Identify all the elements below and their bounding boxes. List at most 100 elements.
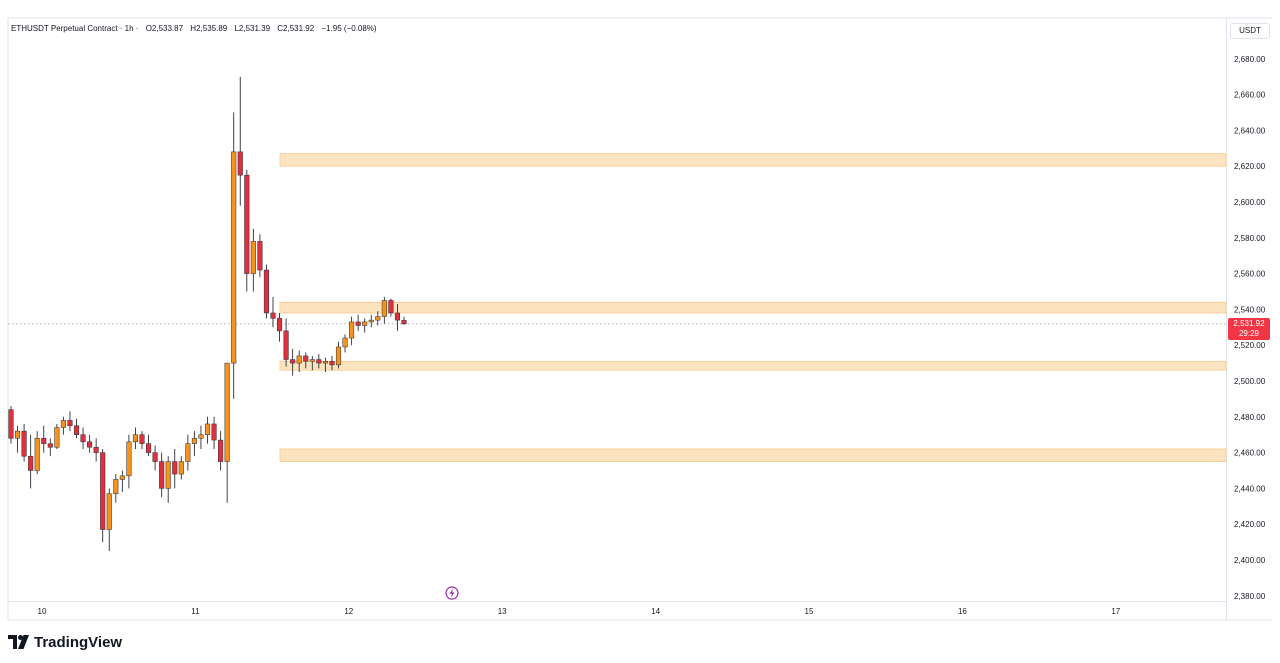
candle [80, 427, 86, 450]
last-price-tag: 2,531.92 29:29 [1228, 318, 1270, 340]
candle-body [296, 355, 302, 364]
time-axis[interactable]: 10 11 12 13 14 15 16 17 [38, 607, 1121, 616]
candle-body [368, 319, 374, 323]
price-tick-label: 2,660.00 [1234, 91, 1266, 100]
candle-body [388, 300, 394, 314]
candle-body [191, 438, 197, 444]
candle-body [8, 409, 14, 439]
price-tick-label: 2,380.00 [1234, 592, 1266, 601]
candle-body [47, 443, 53, 448]
candle-body [146, 443, 152, 453]
price-tick-label: 2,400.00 [1234, 556, 1266, 565]
candle-body [159, 461, 165, 489]
candle [165, 456, 171, 503]
candle [113, 474, 119, 503]
ohlc-legend: ETHUSDT Perpetual Contract · 1h · O2,533… [11, 24, 382, 33]
candle [244, 169, 250, 292]
candle [335, 341, 342, 369]
time-tick-label: 13 [498, 607, 507, 616]
candle [224, 362, 230, 503]
candle-body [67, 420, 73, 427]
candle [401, 316, 407, 325]
candle-body [113, 479, 119, 495]
candlestick-series [8, 76, 407, 552]
candle-body [309, 359, 315, 362]
zone-band-2[interactable] [279, 301, 1227, 314]
candle [316, 354, 322, 369]
candle [375, 311, 381, 326]
candle-body [178, 461, 184, 475]
candle [139, 431, 145, 450]
candle [263, 264, 269, 319]
price-tick-label: 2,500.00 [1234, 377, 1266, 386]
candle [355, 314, 361, 331]
candle [283, 318, 289, 367]
candle-body [28, 455, 34, 471]
legend-change: −1.95 (−0.08%) [321, 24, 377, 33]
candle [309, 355, 315, 371]
candle-body [80, 434, 86, 443]
candle [100, 449, 106, 543]
candle [93, 438, 99, 462]
candle [329, 355, 335, 371]
candle [211, 416, 217, 450]
time-tick-label: 16 [958, 607, 967, 616]
candle-body [342, 337, 348, 348]
candle-body [152, 452, 158, 462]
candle [368, 314, 374, 328]
candle-body [335, 346, 342, 366]
candle-body [132, 434, 138, 443]
candle-body [87, 441, 93, 448]
price-tick-label: 2,680.00 [1234, 55, 1266, 64]
time-tick-label: 12 [344, 607, 353, 616]
candle-body [119, 475, 125, 480]
candle [8, 406, 14, 444]
support-resistance-zones [279, 153, 1227, 462]
time-tick-label: 14 [651, 607, 660, 616]
candle-body [54, 427, 60, 448]
price-tick-label: 2,480.00 [1234, 413, 1266, 422]
zone-band-3[interactable] [279, 360, 1227, 371]
tradingview-wordmark: TradingView [34, 633, 123, 651]
price-tick-label: 2,620.00 [1234, 162, 1266, 171]
legend-close: C2,531.92 [277, 24, 315, 33]
time-tick-label: 10 [38, 607, 47, 616]
candle [381, 296, 387, 324]
price-tick-label: 2,520.00 [1234, 341, 1266, 350]
candle [237, 76, 243, 206]
candle [231, 112, 237, 399]
symbol-title[interactable]: ETHUSDT Perpetual Contract · 1h · [11, 24, 139, 33]
candle-body [401, 320, 407, 325]
candle [119, 470, 125, 492]
candle-body [93, 446, 99, 453]
tradingview-logo[interactable]: TradingView [8, 632, 122, 652]
currency-button[interactable]: USDT [1230, 23, 1270, 39]
last-price-value: 2,531.92 [1233, 319, 1265, 328]
zone-band-4[interactable] [279, 448, 1227, 462]
candle [47, 438, 53, 457]
legend-low: L2,531.39 [234, 24, 271, 33]
candle-body [237, 151, 243, 176]
time-tick-label: 15 [805, 607, 814, 616]
candle-body [60, 420, 66, 428]
candle-body [349, 321, 355, 339]
candle-body [106, 493, 112, 530]
price-axis[interactable]: 2,380.00 2,400.00 2,420.00 2,440.00 2,460.00… [1234, 55, 1266, 601]
candle [388, 298, 394, 317]
candle [132, 427, 138, 450]
candle-body [303, 355, 309, 362]
candle [106, 488, 112, 552]
candle-body [316, 359, 322, 364]
candle-body [218, 439, 224, 462]
lightning-icon[interactable] [445, 586, 459, 600]
candle-body [41, 438, 47, 444]
candle-body [165, 461, 171, 489]
bar-countdown: 29:29 [1238, 329, 1260, 338]
candle-body [355, 321, 361, 326]
candle-body [283, 330, 289, 360]
price-tick-label: 2,560.00 [1234, 270, 1266, 279]
zone-band-1[interactable] [279, 153, 1227, 167]
candle [126, 434, 132, 489]
candle [394, 304, 400, 331]
